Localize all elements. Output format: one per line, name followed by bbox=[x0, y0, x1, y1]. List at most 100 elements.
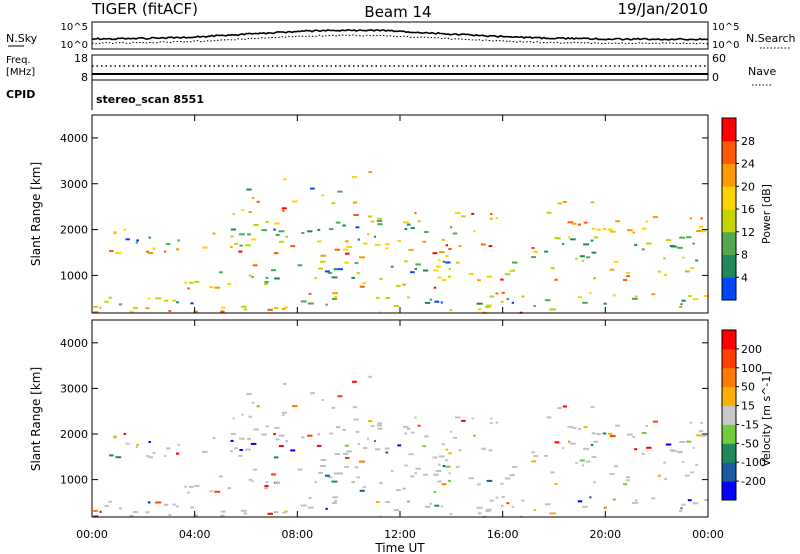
power-cell bbox=[533, 305, 536, 307]
velocity-cell bbox=[334, 499, 337, 502]
velocity-cell bbox=[500, 482, 504, 485]
velocity-cell bbox=[164, 455, 167, 457]
power-cell bbox=[273, 252, 279, 255]
velocity-cell bbox=[554, 483, 558, 485]
nsky-tick-high: 10^5 bbox=[61, 22, 88, 33]
power-cell bbox=[227, 283, 231, 285]
power-cell bbox=[273, 307, 279, 310]
power-cell bbox=[602, 228, 607, 231]
power-cell bbox=[362, 242, 368, 245]
power-cell bbox=[318, 267, 323, 270]
freq-label-1: Freq. bbox=[6, 55, 31, 66]
power-cell bbox=[609, 230, 616, 233]
velocity-colorbar: 200 100 50 15 -15 -50 -100 -200 bbox=[721, 329, 766, 501]
power-cell bbox=[190, 302, 194, 305]
colorbar-swatch bbox=[722, 209, 736, 233]
velocity-cell bbox=[609, 435, 616, 438]
velocity-cell bbox=[690, 471, 695, 474]
power-cell bbox=[582, 301, 588, 304]
velocity-cell bbox=[320, 459, 327, 461]
nave-tick-low: 0 bbox=[712, 71, 719, 84]
power-cell bbox=[645, 220, 649, 223]
power-cell bbox=[603, 302, 607, 305]
velocity-cell bbox=[344, 465, 349, 468]
velocity-cell bbox=[414, 472, 417, 475]
power-cell bbox=[511, 261, 518, 264]
velocity-cell bbox=[550, 471, 555, 474]
nsearch-tick-high: 10^5 bbox=[712, 22, 739, 33]
velocity-cell bbox=[577, 500, 583, 503]
power-cell bbox=[554, 278, 558, 281]
power-cell bbox=[377, 217, 382, 220]
power-cell bbox=[577, 223, 582, 226]
velocity-cell bbox=[125, 442, 130, 445]
velocity-cell bbox=[591, 456, 597, 458]
power-cell bbox=[334, 295, 337, 298]
power-cell bbox=[385, 297, 390, 299]
velocity-cell bbox=[267, 512, 273, 515]
power-ylabel: Slant Range [km] bbox=[29, 162, 43, 266]
power-cell bbox=[404, 260, 408, 263]
velocity-cell bbox=[642, 432, 647, 434]
velocity-cell bbox=[282, 382, 287, 385]
power-cell bbox=[669, 245, 675, 247]
velocity-cell bbox=[501, 495, 505, 498]
power-cell bbox=[501, 291, 505, 294]
velocity-cell bbox=[586, 460, 591, 463]
velocity-cell bbox=[583, 426, 588, 429]
power-cell bbox=[567, 221, 574, 224]
power-cell bbox=[477, 308, 482, 311]
power-cell bbox=[664, 273, 668, 276]
nsky-panel: N.Sky 10^5 10^0 10^5 10^0 N.Search bbox=[6, 21, 796, 51]
power-cell bbox=[321, 194, 325, 197]
power-cell bbox=[177, 239, 180, 242]
velocity-cell bbox=[108, 500, 112, 503]
velocity-cell bbox=[230, 439, 234, 442]
velocity-cell bbox=[93, 509, 98, 512]
power-cell bbox=[251, 276, 254, 279]
power-cell bbox=[533, 250, 538, 253]
power-cell bbox=[642, 227, 647, 230]
power-cell bbox=[164, 250, 167, 253]
velocity-cell bbox=[441, 443, 445, 446]
power-cell bbox=[623, 279, 628, 281]
power-cell bbox=[589, 292, 592, 295]
velocity-cell bbox=[603, 506, 607, 509]
power-cell bbox=[461, 215, 466, 218]
power-cell bbox=[346, 246, 353, 248]
velocity-cell bbox=[681, 503, 686, 506]
velocity-cell bbox=[190, 506, 194, 509]
power-cell bbox=[146, 250, 150, 253]
power-cell bbox=[155, 297, 162, 300]
power-cell bbox=[329, 228, 334, 231]
velocity-cell bbox=[314, 481, 317, 484]
velocity-cell bbox=[166, 447, 171, 450]
power-cell bbox=[342, 248, 349, 251]
velocity-cell bbox=[531, 460, 537, 463]
velocity-cell bbox=[333, 472, 339, 475]
power-cell bbox=[152, 247, 156, 250]
power-cell bbox=[593, 236, 599, 239]
y-tick-label: 2000 bbox=[60, 428, 88, 441]
power-cell bbox=[489, 295, 495, 298]
nsearch-label: N.Search bbox=[746, 32, 796, 45]
power-cell bbox=[652, 216, 658, 219]
power-cell bbox=[473, 230, 476, 233]
velocity-cell bbox=[346, 450, 353, 453]
colorbar-tick-label: 4 bbox=[741, 271, 748, 284]
power-cell bbox=[385, 247, 389, 250]
velocity-cell bbox=[635, 499, 638, 502]
power-cell bbox=[583, 221, 588, 224]
power-cell bbox=[367, 233, 370, 236]
velocity-cell bbox=[135, 446, 138, 448]
velocity-cell bbox=[704, 499, 709, 502]
power-cell bbox=[575, 257, 578, 260]
velocity-cell bbox=[410, 475, 415, 478]
velocity-cell bbox=[424, 435, 429, 438]
velocity-cell bbox=[593, 481, 596, 484]
velocity-cell bbox=[332, 502, 337, 504]
power-cell bbox=[550, 267, 555, 270]
velocity-cell bbox=[581, 464, 585, 467]
velocity-cell bbox=[238, 454, 243, 457]
